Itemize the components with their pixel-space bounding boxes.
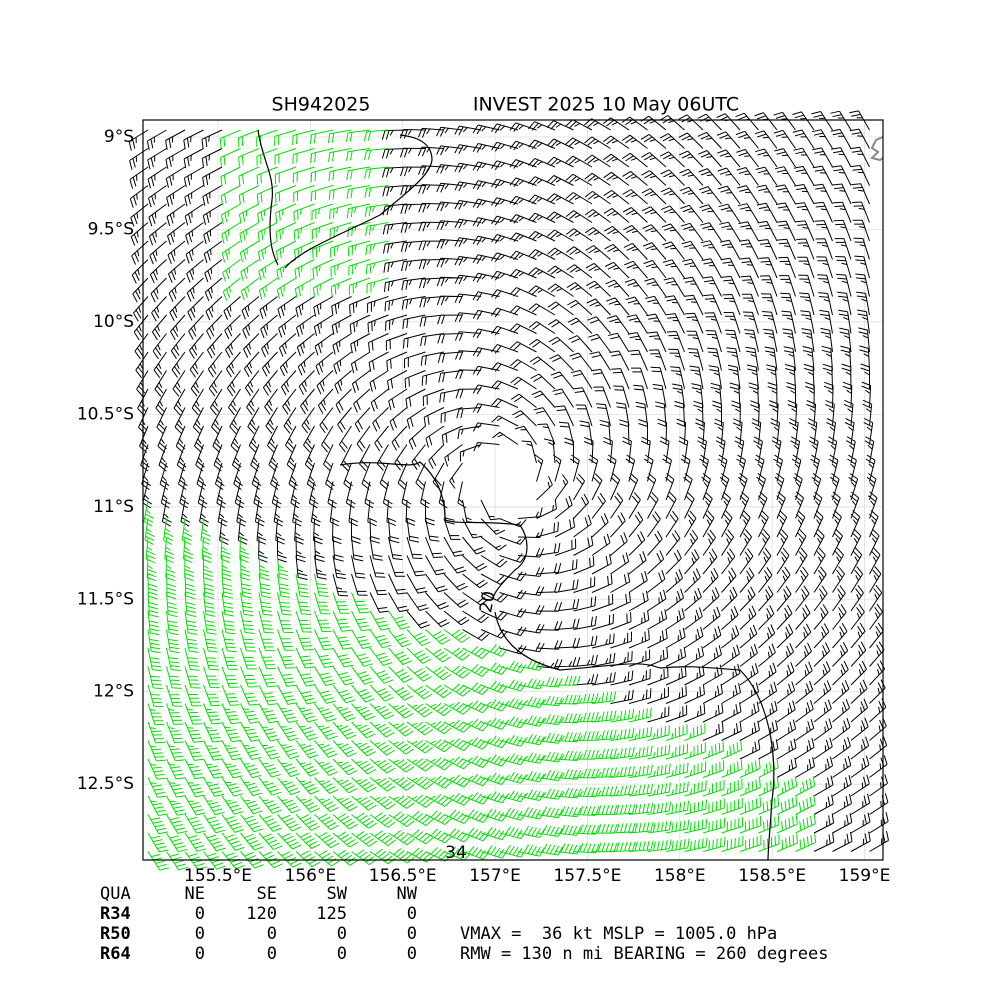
table-header: SE [257,884,277,904]
wind-barbs [128,110,889,871]
table-cell: 0 [407,944,417,964]
y-tick-label: 9.5°S [88,219,134,239]
x-tick-label: 157.5°E [553,866,621,886]
x-tick-label: 156°E [285,866,337,886]
table-cell: R34 [100,904,131,924]
table-cell: 0 [195,944,205,964]
grid [143,120,883,860]
axis-ticks: 155.5°E 156°E 156.5°E 157°E 157.5°E 158°E 158.… [77,127,891,886]
table-cell: 0 [267,924,277,944]
y-tick-label: 12°S [93,682,134,702]
coastline [870,136,884,162]
y-tick-label: 11°S [93,497,134,517]
table-cell: 0 [195,924,205,944]
table-cell: 120 [246,904,277,924]
x-tick-label: 158.5°E [738,866,806,886]
contour [257,129,433,269]
map-frame [142,119,884,861]
y-tick-label: 12.5°S [77,774,134,794]
summary-line: RMW = 130 n mi BEARING = 260 degrees [460,944,828,964]
table-cell: 0 [337,924,347,944]
table-cell: 125 [316,904,347,924]
title-left: SH942025 [272,94,371,116]
contour [339,461,775,861]
y-tick-label: 9°S [104,127,134,147]
table-cell: R64 [100,944,131,964]
y-tick-label: 11.5°S [77,589,134,609]
table-cell: 0 [195,904,205,924]
y-tick-label: 10.5°S [77,404,134,424]
x-tick-label: 157°E [469,866,521,886]
table-header: QUA [100,884,131,904]
table-header: SW [327,884,348,904]
y-tick-label: 10°S [93,312,134,332]
table-header: NW [397,884,418,904]
x-tick-label: 159°E [839,866,891,886]
table-cell: 0 [267,944,277,964]
x-tick-label: 156.5°E [369,866,437,886]
barbs-strong [143,129,817,871]
x-tick-label: 155.5°E [184,866,252,886]
summary-line: VMAX = 36 kt MSLP = 1005.0 hPa [460,924,777,944]
table-header: NE [185,884,205,904]
table-cell: 0 [407,924,417,944]
contour-label: 34 [445,843,467,863]
barbs-weak [128,110,889,852]
table-cell: 0 [407,904,417,924]
table-cell: 0 [337,944,347,964]
x-tick-label: 158°E [654,866,706,886]
contour-label: 20 [476,590,499,615]
table-cell: R50 [100,924,131,944]
title-right: INVEST 2025 10 May 06UTC [473,94,739,116]
